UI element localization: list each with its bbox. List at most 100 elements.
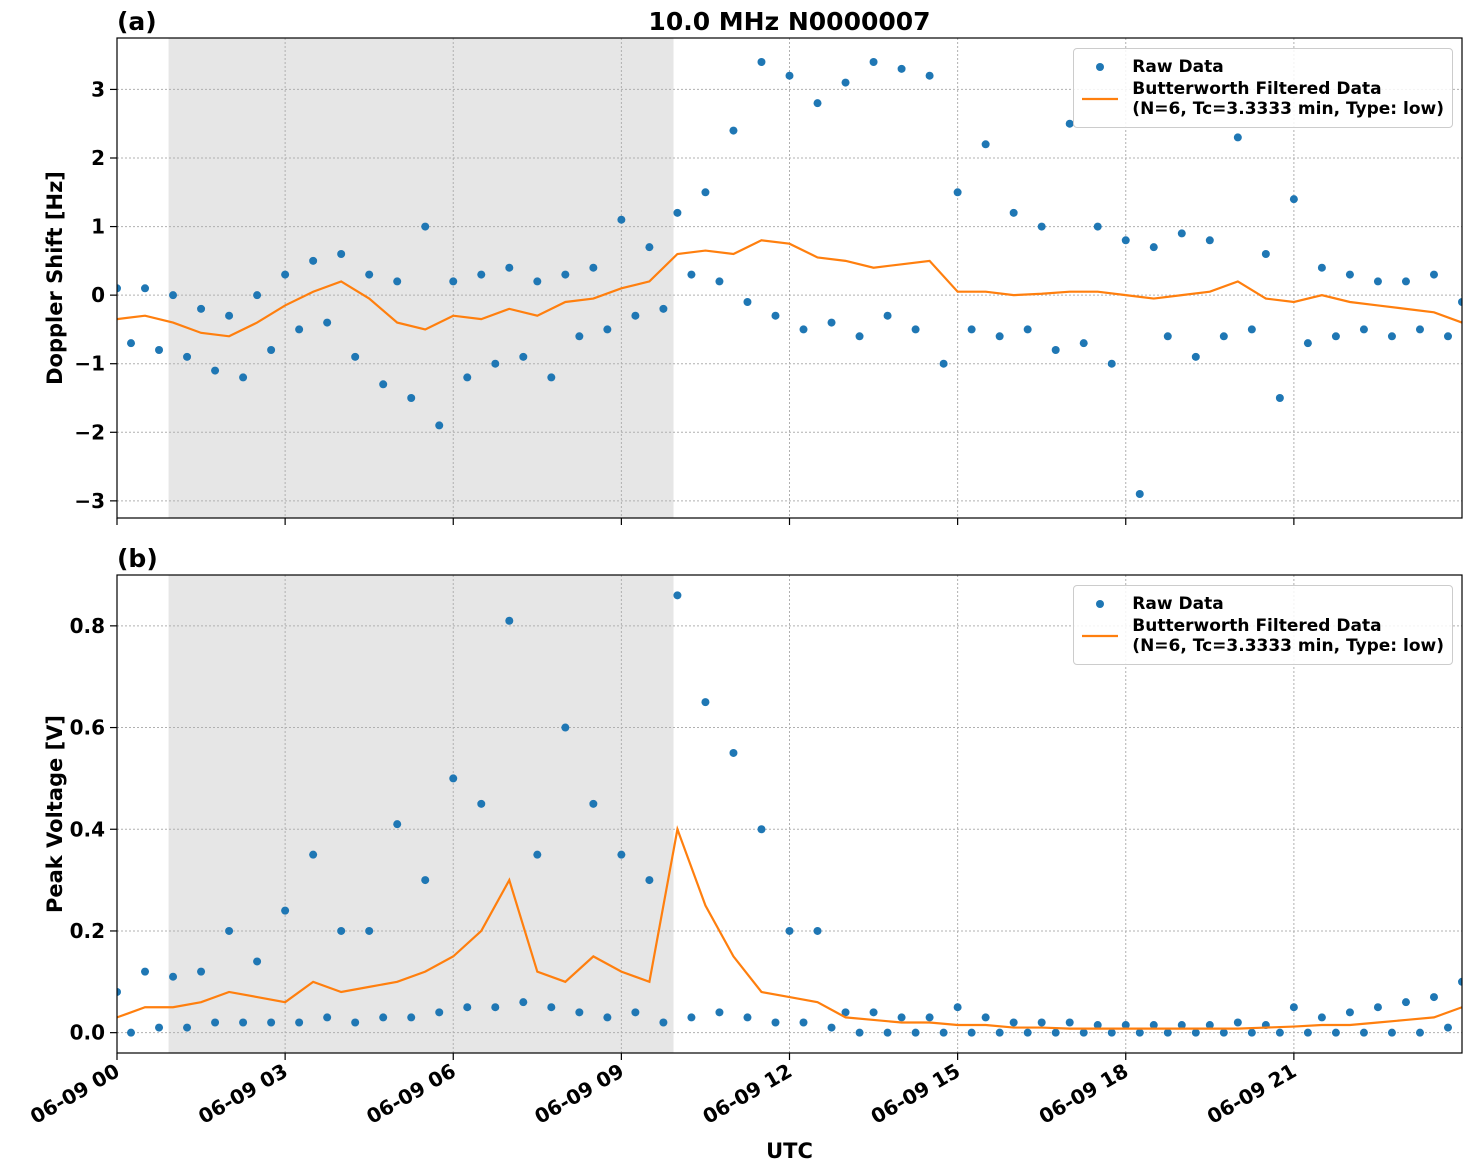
raw-point (561, 723, 570, 732)
raw-point (1107, 359, 1116, 368)
raw-point (491, 359, 500, 368)
raw-point (365, 270, 374, 279)
raw-point (659, 304, 668, 313)
raw-point (379, 380, 388, 389)
raw-point (155, 346, 164, 354)
raw-point (1037, 1018, 1046, 1027)
raw-point (351, 1018, 360, 1027)
raw-point (785, 71, 794, 80)
panel-label: (a) (117, 7, 157, 36)
raw-point (1163, 1028, 1172, 1037)
legend-marker (1096, 63, 1105, 71)
raw-point (393, 820, 402, 829)
raw-point (1219, 1028, 1228, 1037)
plot-area (117, 58, 1462, 498)
raw-point (911, 1028, 920, 1037)
raw-point (1303, 1028, 1312, 1037)
x-tick-label: 06-09 00 (26, 1059, 124, 1129)
raw-point (407, 394, 416, 402)
y-tick-label: 2 (91, 146, 105, 170)
raw-point (995, 332, 1004, 341)
raw-point (1401, 998, 1410, 1007)
raw-point (295, 1018, 304, 1027)
raw-point (505, 616, 514, 625)
raw-point (897, 1013, 906, 1022)
raw-point (1443, 332, 1452, 341)
legend-swatch (1082, 97, 1119, 101)
raw-point (1415, 325, 1424, 334)
raw-point (967, 325, 976, 334)
raw-point (337, 250, 346, 258)
raw-point (771, 311, 780, 320)
raw-point (785, 926, 794, 935)
x-tick-label: 06-09 06 (362, 1059, 460, 1129)
raw-point (673, 591, 682, 600)
legend-label: Butterworth Filtered Data (N=6, Tc=3.333… (1132, 616, 1444, 656)
raw-point (1023, 325, 1032, 334)
raw-point (575, 332, 584, 341)
raw-point (1163, 332, 1172, 341)
raw-point (295, 325, 304, 334)
raw-point (953, 1003, 962, 1012)
raw-point (645, 876, 654, 885)
raw-point (673, 208, 682, 217)
x-axis-label: UTC (766, 1139, 813, 1163)
raw-point (1191, 1028, 1200, 1037)
raw-point (939, 359, 948, 368)
raw-point (1373, 277, 1382, 286)
raw-point (1247, 325, 1256, 334)
raw-point (323, 1013, 332, 1022)
raw-point (1331, 1028, 1340, 1037)
raw-point (841, 1008, 850, 1017)
raw-point (827, 1023, 836, 1032)
raw-point (323, 318, 332, 327)
legend-key (1080, 594, 1120, 614)
raw-point (687, 270, 696, 279)
raw-point (1317, 1013, 1326, 1022)
raw-point (435, 421, 444, 430)
y-tick-label: 3 (91, 77, 105, 101)
raw-point (1233, 1018, 1242, 1027)
raw-point (1247, 1028, 1256, 1037)
raw-point (155, 1023, 164, 1032)
raw-point (575, 1008, 584, 1017)
raw-point (365, 926, 374, 935)
y-tick-label: 0 (91, 283, 105, 307)
raw-point (1275, 394, 1284, 402)
raw-point (1149, 243, 1158, 252)
raw-point (1275, 1028, 1284, 1037)
raw-point (393, 277, 402, 286)
y-axis-label: Doppler Shift [Hz] (43, 171, 67, 385)
shaded-span (168, 38, 674, 518)
raw-point (127, 1028, 136, 1037)
legend-swatch (1096, 63, 1105, 71)
legend-swatch (1082, 634, 1119, 638)
raw-point (281, 270, 290, 279)
raw-point (1289, 1003, 1298, 1012)
raw-point (1415, 1028, 1424, 1037)
raw-point (701, 188, 710, 197)
raw-point (869, 1008, 878, 1017)
raw-point (1331, 332, 1340, 341)
raw-point (729, 126, 738, 135)
raw-point (715, 277, 724, 286)
raw-point (1303, 339, 1312, 348)
raw-point (939, 1028, 948, 1037)
x-tick-label: 06-09 03 (194, 1059, 292, 1129)
x-tick-label: 06-09 12 (698, 1059, 796, 1129)
raw-point (253, 957, 262, 966)
raw-point (729, 748, 738, 757)
y-tick-label: −2 (74, 420, 105, 444)
raw-point (169, 291, 178, 300)
raw-point (309, 850, 318, 859)
axes-frame (116, 574, 1463, 1054)
raw-point (743, 298, 752, 306)
raw-point (1317, 263, 1326, 272)
raw-point (239, 1018, 248, 1027)
raw-point (267, 346, 276, 354)
raw-point (1135, 1028, 1144, 1037)
raw-point (631, 311, 640, 320)
raw-point (477, 799, 486, 808)
raw-point (757, 58, 766, 66)
raw-point (533, 277, 542, 286)
